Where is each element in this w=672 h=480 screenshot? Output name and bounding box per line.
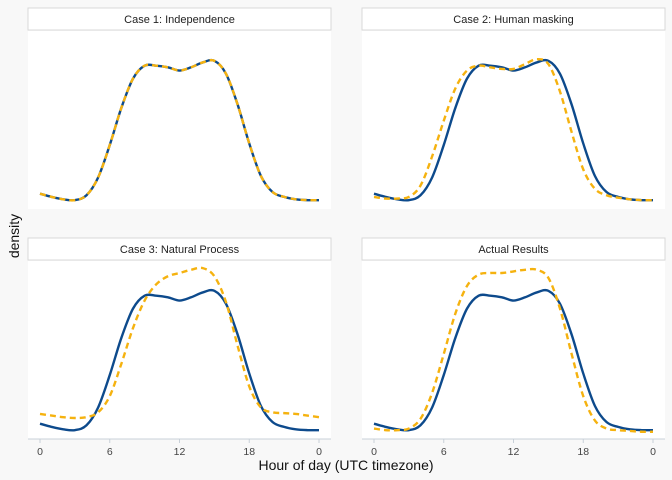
panel-strip bbox=[361, 237, 666, 261]
plot-area bbox=[28, 261, 331, 439]
x-tick-label: 0 bbox=[316, 446, 322, 458]
dashed-density-line bbox=[373, 57, 654, 202]
panel-title: Case 3: Natural Process bbox=[120, 244, 240, 256]
x-tick-label: 6 bbox=[441, 446, 447, 458]
x-tick-label: 0 bbox=[650, 446, 656, 458]
panel-strip bbox=[361, 7, 666, 31]
panel-title: Actual Results bbox=[478, 244, 549, 256]
x-tick-label: 12 bbox=[508, 446, 520, 458]
panel-1: Case 1: Independence bbox=[27, 7, 332, 209]
solid-density-line bbox=[373, 288, 654, 432]
x-axis-title: Hour of day (UTC timezone) bbox=[258, 457, 433, 473]
dashed-density-line bbox=[39, 58, 320, 202]
y-axis-title: density bbox=[6, 214, 22, 258]
plot-area bbox=[362, 261, 665, 439]
panel-2: Case 2: Human masking bbox=[361, 7, 666, 209]
panel-title: Case 1: Independence bbox=[124, 14, 235, 26]
plot-area bbox=[28, 31, 331, 209]
x-tick-label: 0 bbox=[371, 446, 377, 458]
panel-grid: Case 1: Independence Case 2: Human maskin… bbox=[27, 7, 666, 458]
plot-area bbox=[362, 31, 665, 209]
panel-3: Case 3: Natural Process 0 6 12 18 0 bbox=[27, 237, 332, 458]
panel-strip bbox=[27, 237, 332, 261]
solid-density-line bbox=[39, 288, 320, 432]
x-tick-label: 18 bbox=[243, 446, 255, 458]
panel-4: Actual Results 0 6 12 18 0 bbox=[361, 237, 666, 458]
x-tick-label: 12 bbox=[174, 446, 186, 458]
x-tick-label: 0 bbox=[37, 446, 43, 458]
panel-strip bbox=[27, 7, 332, 31]
x-tick-label: 18 bbox=[577, 446, 589, 458]
panel-title: Case 2: Human masking bbox=[453, 14, 573, 26]
x-tick-label: 6 bbox=[107, 446, 113, 458]
solid-density-line bbox=[373, 58, 654, 202]
dashed-density-line bbox=[373, 267, 654, 434]
